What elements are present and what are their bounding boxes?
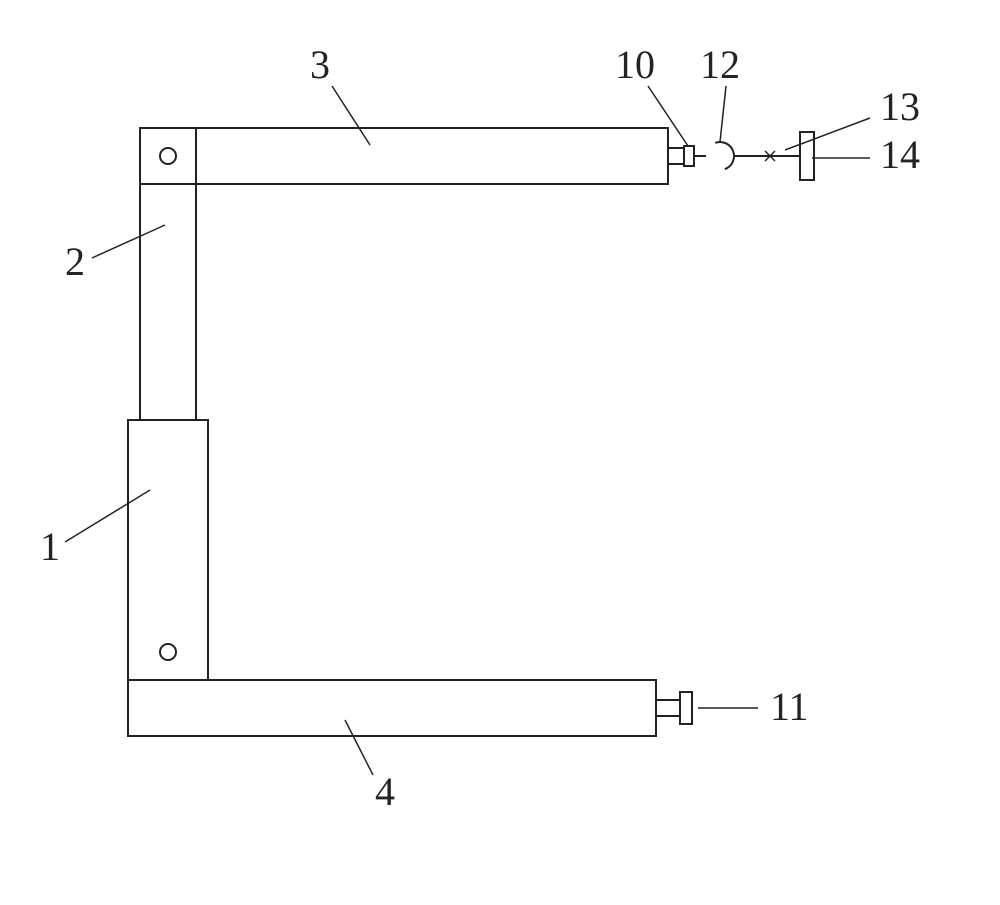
bottom-knob-cap [680, 692, 692, 724]
label-12: 12 [700, 42, 740, 87]
label-14: 14 [880, 132, 920, 177]
label-3: 3 [310, 42, 330, 87]
label-1: 1 [40, 524, 60, 569]
bottom-knob-stem [656, 700, 680, 716]
top-connector-ring [684, 146, 694, 166]
label-4: 4 [375, 769, 395, 814]
top-connector-stem [668, 148, 684, 164]
label-10: 10 [615, 42, 655, 87]
label-2: 2 [65, 239, 85, 284]
background [0, 0, 1000, 905]
label-11: 11 [770, 684, 809, 729]
label-13: 13 [880, 84, 920, 129]
